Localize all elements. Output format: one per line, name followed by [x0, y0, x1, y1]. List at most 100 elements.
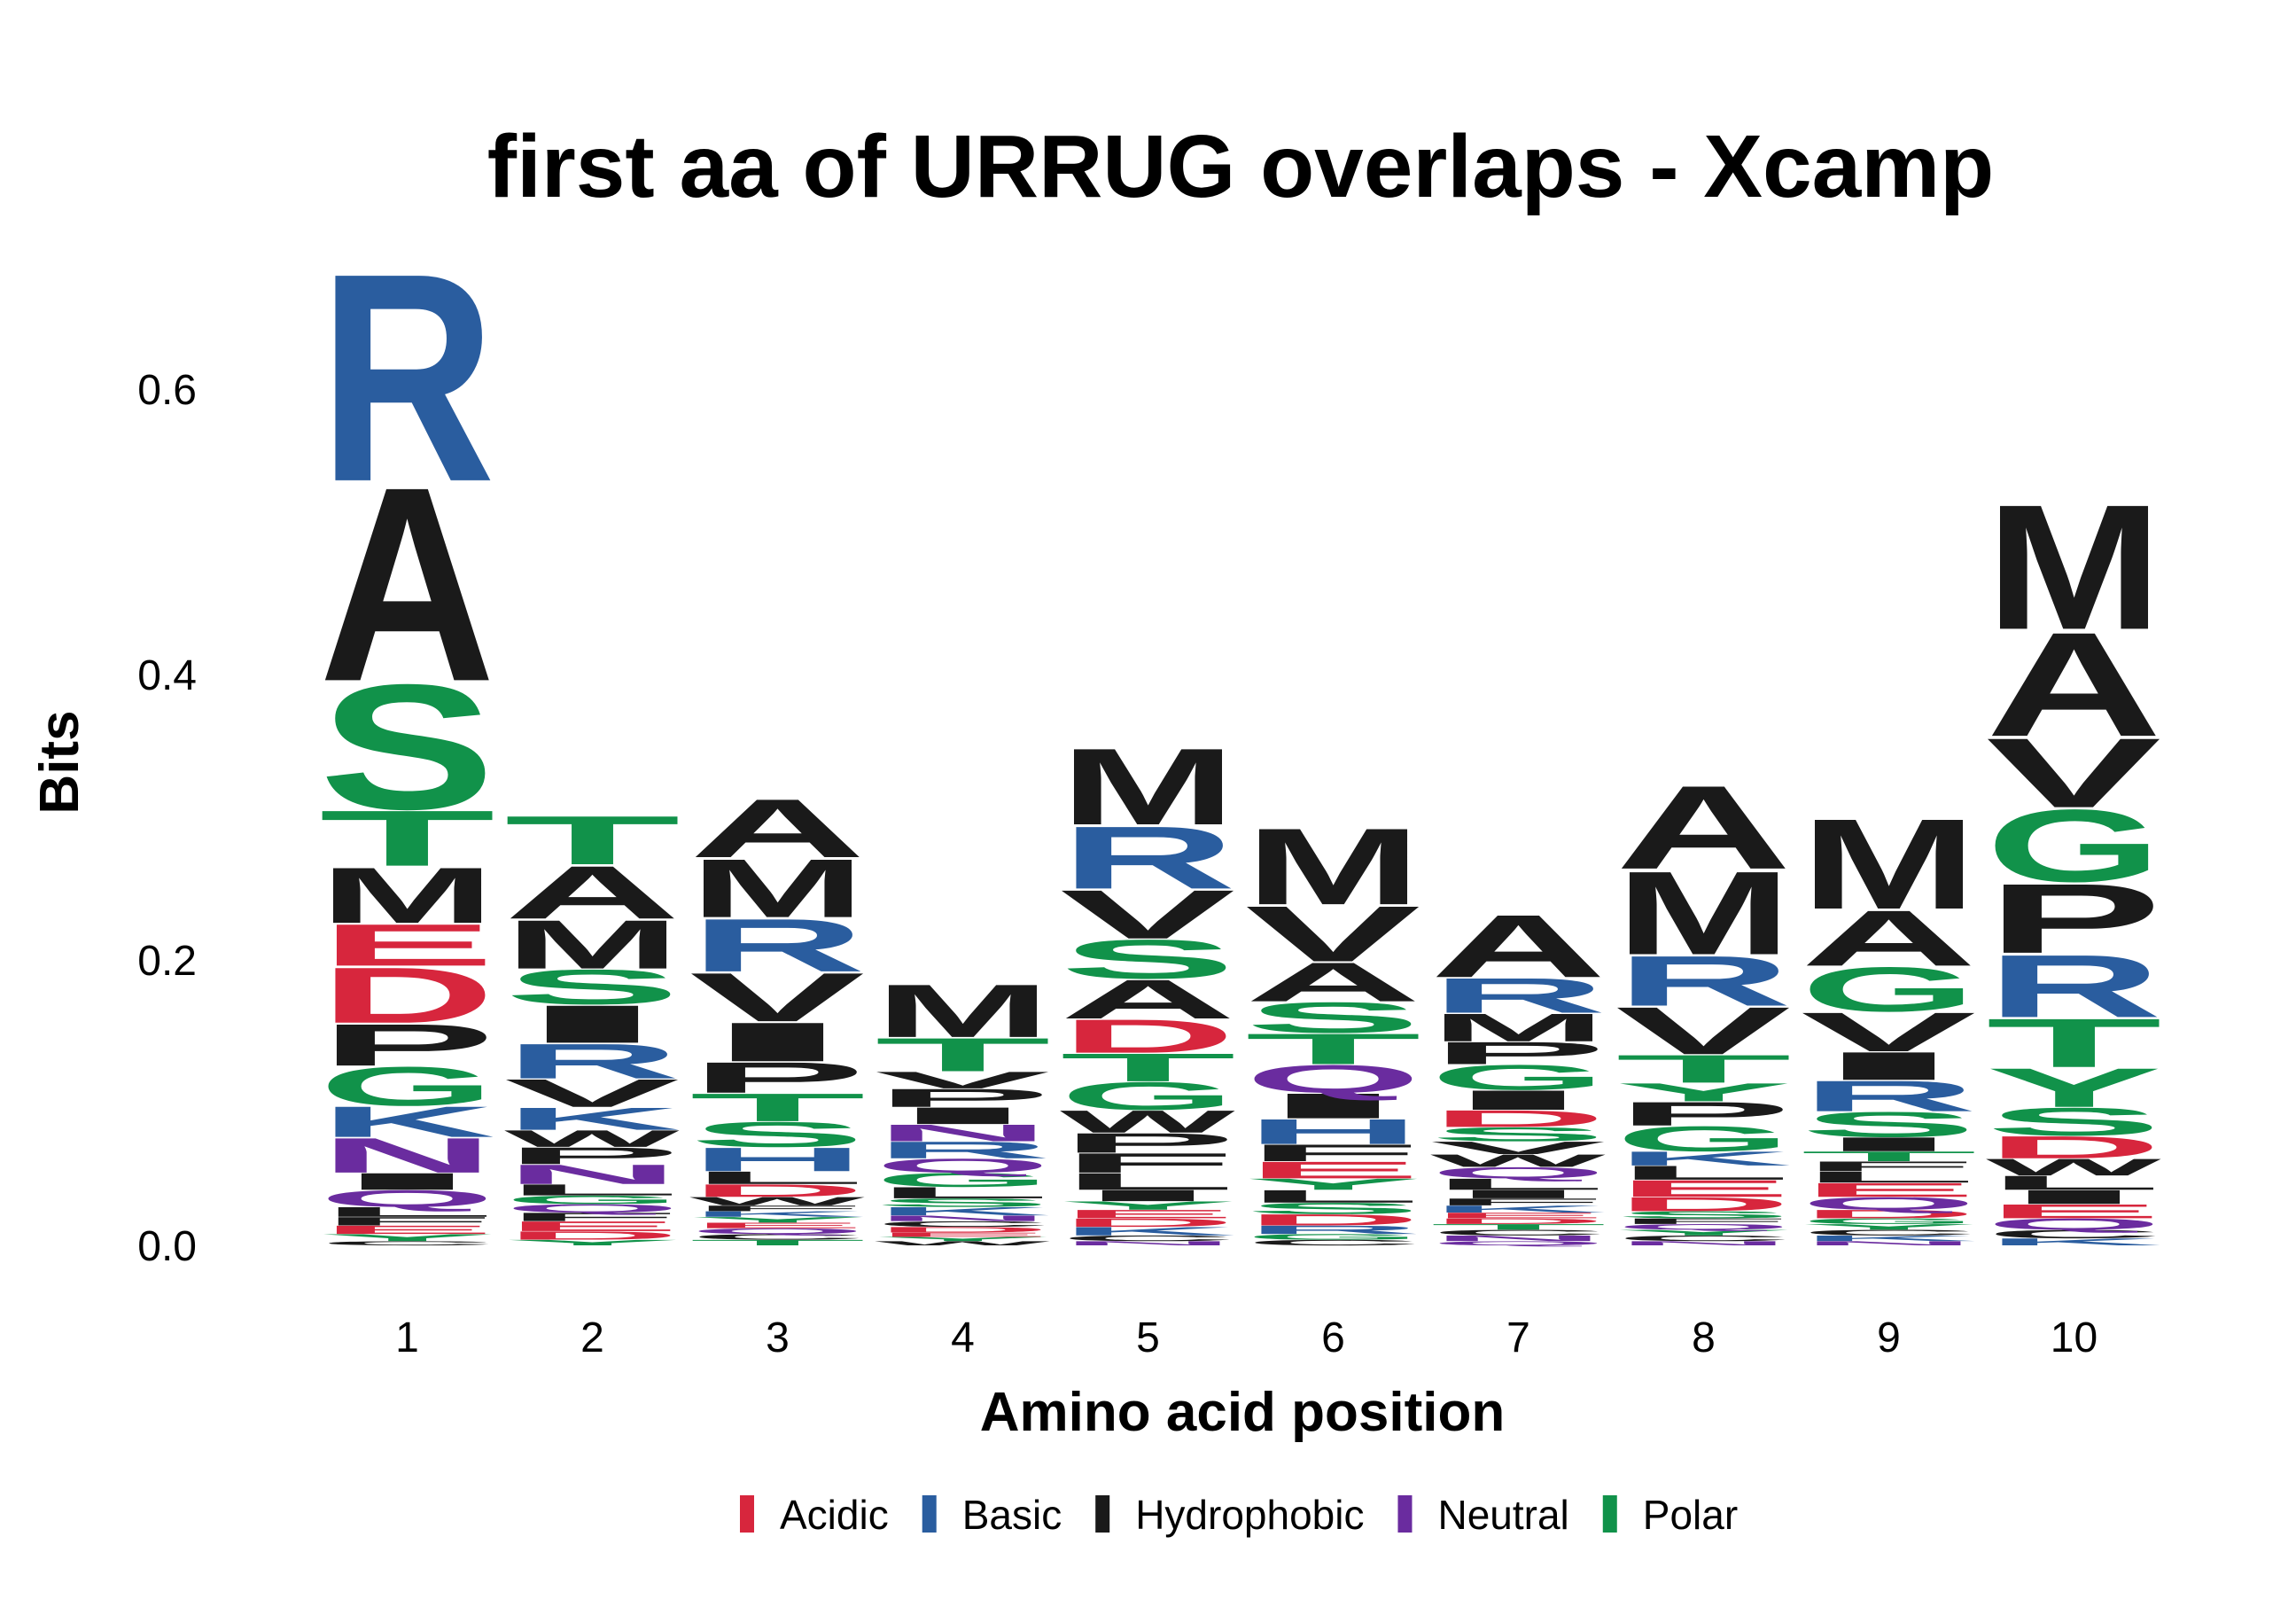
y-tick-label: 0.2 — [137, 938, 197, 985]
logo-letter-T: T — [1430, 1222, 1607, 1231]
logo-letter-Y: Y — [1986, 1057, 2162, 1119]
legend-label: Acidic — [780, 1492, 889, 1538]
logo-letter-Q: Q — [1986, 1215, 2162, 1233]
logo-letter-A: A — [1986, 602, 2162, 768]
legend-swatch — [1602, 1495, 1617, 1533]
logo-letter-L: L — [1245, 1186, 1421, 1206]
logo-letter-F: F — [1430, 1197, 1607, 1208]
logo-letter-P: P — [1430, 1035, 1607, 1071]
legend-swatch — [1397, 1495, 1413, 1533]
logo-letter-T: T — [1615, 1047, 1792, 1091]
logo-letter-K: K — [689, 1210, 866, 1219]
logo-letter-D: D — [1801, 1207, 1977, 1221]
logo-letter-S: S — [319, 647, 495, 846]
x-tick-label: 5 — [1136, 1314, 1160, 1361]
x-tick-label: 8 — [1692, 1314, 1716, 1361]
logo-letter-K: K — [1801, 1234, 1977, 1243]
y-tick-label: 0.0 — [137, 1223, 197, 1270]
logo-letter-D: D — [1060, 1216, 1236, 1229]
logo-letter-F: F — [1060, 1148, 1236, 1179]
logo-letter-W: W — [1986, 1154, 2161, 1181]
logo-letter-K: K — [1060, 1225, 1236, 1238]
logo-letter-M: M — [1430, 1005, 1607, 1049]
logo-letter-D: D — [319, 951, 495, 1040]
logo-letter-L: L — [1615, 1162, 1792, 1184]
logo-letter-W: W — [689, 1195, 865, 1208]
logo-letter-Q: Q — [1615, 1222, 1792, 1231]
logo-letter-M: M — [875, 969, 1051, 1053]
logo-letter-C: C — [1430, 1228, 1607, 1237]
logo-letter-I: I — [1986, 1186, 2162, 1208]
logo-letter-G: G — [875, 1169, 1051, 1191]
logo-letter-P: P — [1615, 1095, 1792, 1133]
logo-letter-R: R — [1615, 941, 1792, 1021]
logo-letter-F: F — [504, 1210, 681, 1223]
logo-letter-I: I — [875, 1103, 1051, 1129]
logo-letter-M: M — [1615, 847, 1792, 980]
logo-letter-T: T — [1060, 1046, 1236, 1090]
logo-letter-V: V — [1986, 717, 2161, 828]
logo-letter-Y: Y — [1615, 1078, 1792, 1107]
logo-letter-V: V — [1801, 1002, 1976, 1064]
legend-label: Neutral — [1437, 1492, 1568, 1538]
logo-letter-G: G — [504, 1193, 681, 1206]
logo-letter-L: L — [504, 1181, 681, 1198]
x-axis-label: Amino acid position — [980, 1382, 1505, 1443]
x-axis: 1 2 3 4 5 6 7 8 9 10 — [395, 1314, 2098, 1361]
logo-letter-R: R — [1801, 1072, 1977, 1120]
logo-letter-R: R — [1986, 936, 2162, 1036]
logo-letter-Q: Q — [1245, 1057, 1421, 1101]
logo-letter-A: A — [319, 430, 495, 739]
logo-letter-G: G — [319, 1056, 495, 1118]
logo-letter-N: N — [319, 1128, 495, 1183]
logo-letter-C: C — [689, 1233, 866, 1242]
logo-letter-P: P — [504, 1143, 681, 1169]
logo-letter-W: W — [1430, 1150, 1606, 1171]
logo-letter-K: K — [875, 1205, 1051, 1218]
y-axis: 0.0 0.2 0.4 0.6 — [137, 367, 197, 1270]
logo-letter-A: A — [689, 782, 866, 875]
logo-letter-M: M — [689, 842, 866, 935]
logo-letter-P: P — [1060, 1127, 1236, 1158]
logo-letter-C: C — [1060, 1234, 1236, 1243]
logo-letter-H: H — [1245, 1112, 1421, 1151]
logo-letter-M: M — [1245, 806, 1421, 927]
logo-letter-Q: Q — [1430, 1240, 1607, 1246]
x-tick-label: 9 — [1877, 1314, 1901, 1361]
logo-letter-N: N — [1430, 1234, 1607, 1243]
logo-letter-N: N — [504, 1158, 681, 1190]
legend-label: Hydrophobic — [1135, 1492, 1364, 1538]
logo-letter-Y: Y — [875, 1236, 1051, 1243]
logo-letter-T: T — [504, 802, 681, 879]
logo-letter-V: V — [689, 959, 865, 1037]
logo-letter-G: G — [1986, 789, 2162, 904]
logo-letter-I: I — [1245, 1086, 1421, 1126]
logo-letter-M: M — [504, 906, 681, 984]
logo-letter-N: N — [1060, 1240, 1236, 1246]
logo-letter-C: C — [1615, 1234, 1792, 1243]
logo-letter-V: V — [1245, 890, 1420, 979]
logo-letter-D: D — [1615, 1193, 1792, 1215]
logo-letter-S: S — [875, 1196, 1051, 1209]
logo-letter-I: I — [1801, 1044, 1977, 1088]
logo-letter-Q: Q — [1430, 1164, 1607, 1182]
logo-letter-Q: Q — [319, 1185, 495, 1212]
logo-letter-K: K — [1430, 1204, 1607, 1215]
logo-letter-G: G — [1801, 954, 1977, 1025]
logo-letter-V: V — [504, 1072, 680, 1116]
logo-letter-A: A — [1060, 969, 1236, 1031]
logo-letter-F: F — [319, 1214, 495, 1228]
logo-letter-G: G — [1245, 1233, 1421, 1242]
logo-letter-S: S — [1986, 1100, 2162, 1144]
logo-letter-Q: Q — [504, 1202, 681, 1215]
logo-letter-T: T — [875, 1028, 1051, 1081]
logo-letter-D: D — [1430, 1105, 1607, 1132]
logo-letter-T: T — [1245, 1025, 1421, 1073]
logo-letter-C: C — [875, 1220, 1051, 1228]
logo-letter-R: R — [1060, 807, 1236, 908]
logo-letter-Y: Y — [1615, 1228, 1792, 1237]
logo-letter-P: P — [319, 1011, 495, 1078]
logo-letter-A: A — [1245, 951, 1421, 1013]
logo-letter-W: W — [1060, 1104, 1235, 1139]
logo-letter-E: E — [875, 1231, 1051, 1238]
